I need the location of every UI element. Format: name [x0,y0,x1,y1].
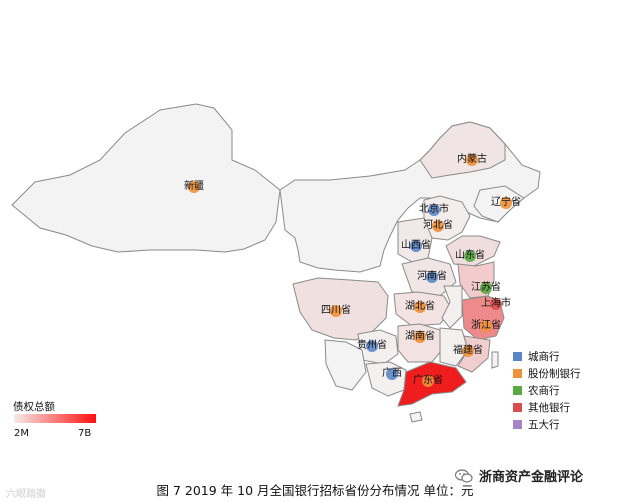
province-marker[interactable] [428,204,440,216]
province-marker[interactable] [462,345,474,357]
province-yunnan[interactable] [324,339,367,391]
brand-name: 浙商资产金融评论 [479,470,584,485]
province-marker[interactable] [188,181,200,193]
province-label: 湖南省 [405,331,435,342]
province-hainan[interactable] [409,411,423,423]
category-legend: 城商行 股份制银行 农商行 其他银行 五大行 [513,348,581,433]
legend-swatch [513,386,522,395]
watermark: 六眼踏徽 [6,489,46,500]
province-marker[interactable] [426,271,438,283]
scale-title: 债权总额 [13,401,55,413]
province-label: 贵州省 [357,340,387,351]
legend-label: 城商行 [528,351,560,363]
province-marker[interactable] [414,301,426,313]
province-marker[interactable] [480,320,492,332]
province-label: 江苏省 [471,282,501,293]
scale-max-label: 7B [78,428,92,439]
province-label: 上海市 [481,298,511,309]
province-label: 浙江省 [471,320,501,331]
province-marker[interactable] [480,282,492,294]
legend-label: 股份制银行 [528,368,581,380]
figure-caption: 图 7 2019 年 10 月全国银行招标省份分布情况 单位：元 [156,483,474,498]
province-anhui[interactable] [441,285,463,329]
province-label: 四川省 [321,305,351,316]
province-marker[interactable] [432,220,444,232]
province-neimenggu[interactable] [419,121,506,179]
legend-item: 五大行 [513,416,581,433]
province-label: 山西省 [401,240,431,251]
legend-swatch [513,403,522,412]
province-jiangxi[interactable] [439,327,469,367]
color-scale-bar [14,414,96,423]
legend-item: 城商行 [513,348,581,365]
province-label: 河北省 [423,220,453,231]
province-marker[interactable] [464,250,476,262]
legend-swatch [513,369,522,378]
legend-swatch [513,352,522,361]
province-hunan[interactable] [397,323,443,363]
legend-item: 股份制银行 [513,365,581,382]
legend-label: 五大行 [528,419,560,431]
province-label: 内蒙古 [457,154,487,165]
province-marker[interactable] [366,340,378,352]
province-xinjiang[interactable] [11,103,281,253]
province-label: 广西 [382,368,402,379]
province-marker[interactable] [490,298,502,310]
legend-item: 其他银行 [513,399,581,416]
province-marker[interactable] [500,197,512,209]
province-label: 山东省 [455,250,485,261]
wechat-icon [455,468,473,483]
scale-min-label: 2M [14,428,29,439]
province-label: 福建省 [453,345,483,356]
province-marker[interactable] [386,368,398,380]
legend-label: 其他银行 [528,402,570,414]
brand-badge: 浙商资产金融评论 [455,466,583,485]
province-label: 辽宁省 [491,197,521,208]
province-marker[interactable] [330,305,342,317]
province-marker[interactable] [414,331,426,343]
province-liaoning[interactable] [473,185,525,223]
legend-label: 农商行 [528,385,560,397]
province-marker[interactable] [422,375,434,387]
province-taiwan[interactable] [491,351,499,369]
province-marker[interactable] [466,154,478,166]
province-label: 河南省 [417,271,447,282]
province-marker[interactable] [410,240,422,252]
province-label: 湖北省 [405,301,435,312]
province-label: 广东省 [413,375,443,386]
legend-swatch [513,420,522,429]
province-label: 新疆 [184,181,204,192]
legend-item: 农商行 [513,382,581,399]
province-label: 北京市 [419,204,449,215]
